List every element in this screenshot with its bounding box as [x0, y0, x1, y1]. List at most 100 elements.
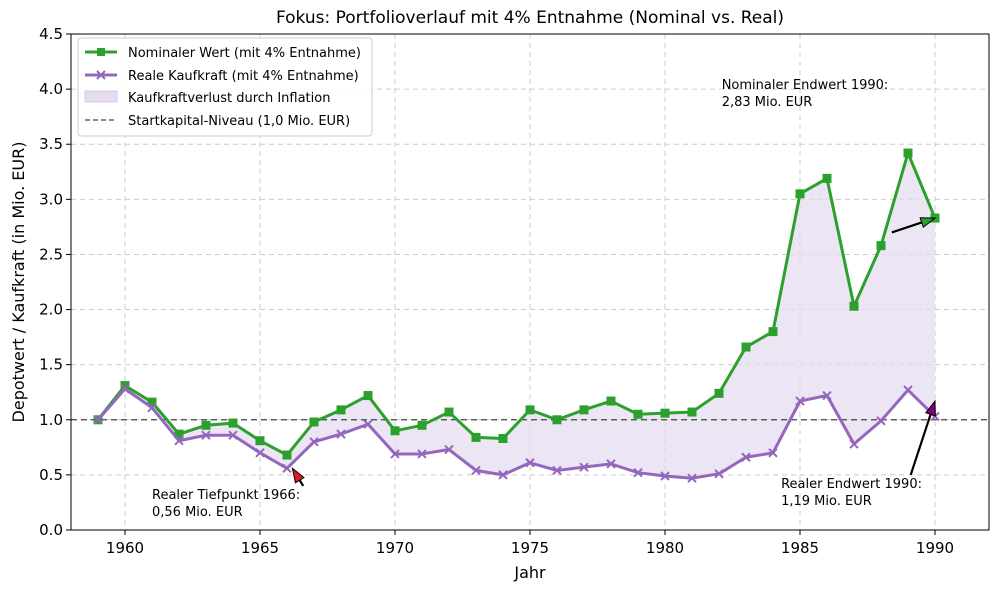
data-point-nominal	[120, 381, 130, 391]
y-axis-title: Depotwert / Kaufkraft (in Mio. EUR)	[9, 142, 28, 423]
legend: Nominaler Wert (mit 4% Entnahme) Reale K…	[77, 37, 373, 137]
inflation-loss-area	[98, 153, 935, 479]
annotation-text-2: Realer Tiefpunkt 1966:	[152, 488, 300, 503]
data-point-nominal	[336, 405, 346, 415]
annotation-arrow-head	[919, 217, 937, 229]
x-tick-label: 1990	[916, 539, 954, 557]
data-point-nominal	[444, 407, 454, 417]
data-point-nominal	[579, 405, 589, 415]
y-tick-label: 4.5	[39, 25, 63, 43]
data-point-real	[336, 429, 346, 439]
data-point-real	[687, 473, 697, 483]
annotation-text-2: 0,56 Mio. EUR	[152, 505, 243, 520]
data-point-nominal	[147, 397, 157, 407]
data-point-real	[822, 390, 832, 401]
x-axis-title: Jahr	[513, 563, 546, 582]
x-tick-label: 1960	[106, 539, 144, 557]
data-point-nominal	[876, 241, 886, 251]
y-tick-label: 3.5	[39, 135, 63, 153]
data-point-real	[174, 436, 184, 446]
data-point-real	[471, 465, 481, 476]
data-point-real	[444, 444, 454, 455]
annotation-text-0: 2,83 Mio. EUR	[722, 95, 813, 110]
data-point-nominal	[417, 420, 427, 430]
data-point-nominal	[660, 408, 670, 418]
data-point-real	[498, 470, 508, 480]
data-point-nominal	[822, 173, 832, 183]
x-tick-label: 1985	[781, 539, 819, 557]
annotation-arrow-shaft	[909, 413, 932, 476]
data-point-nominal	[714, 388, 724, 398]
y-tick-label: 2.5	[39, 245, 63, 263]
data-point-nominal	[390, 426, 400, 436]
data-point-nominal	[903, 148, 913, 158]
data-point-real	[228, 430, 238, 440]
data-point-real	[768, 448, 778, 458]
data-point-nominal	[471, 432, 481, 442]
fill-layer	[98, 153, 935, 479]
data-point-real	[849, 439, 859, 449]
legend-box	[77, 37, 373, 137]
legend-swatch-fill	[84, 90, 118, 103]
data-point-nominal	[309, 417, 319, 427]
data-point-nominal	[363, 391, 373, 401]
data-point-nominal	[687, 407, 697, 417]
data-point-nominal	[201, 420, 211, 430]
legend-label-nominal: Nominaler Wert (mit 4% Entnahme)	[128, 46, 361, 61]
x-tick-label: 1975	[511, 539, 549, 557]
annotation-arrow-head	[291, 467, 305, 484]
data-point-nominal	[741, 342, 751, 352]
data-point-nominal	[282, 450, 292, 460]
series-line-real	[96, 387, 937, 480]
annotation-arrow-shaft	[891, 221, 923, 234]
data-point-nominal	[849, 301, 859, 311]
legend-swatch-nominal-marker	[97, 48, 105, 56]
data-point-real	[525, 458, 535, 468]
data-point-real	[93, 415, 103, 425]
data-point-nominal	[525, 405, 535, 415]
data-point-real	[201, 430, 211, 440]
data-point-real	[714, 469, 724, 479]
data-point-real	[282, 463, 292, 473]
data-point-nominal	[498, 434, 508, 444]
y-tick-label: 0.5	[39, 466, 63, 484]
x-tick-label: 1980	[646, 539, 684, 557]
legend-label-reference: Startkapital-Niveau (1,0 Mio. EUR)	[128, 114, 350, 129]
data-point-real	[552, 465, 562, 476]
data-point-nominal	[795, 189, 805, 199]
y-tick-label: 1.0	[39, 411, 63, 429]
data-point-nominal	[255, 436, 265, 446]
legend-label-real: Reale Kaufkraft (mit 4% Entnahme)	[128, 69, 359, 84]
data-point-nominal	[228, 418, 238, 428]
annotation-text-0: Nominaler Endwert 1990:	[722, 78, 889, 93]
y-tick-label: 4.0	[39, 80, 63, 98]
legend-label-inflation-loss: Kaufkraftverlust durch Inflation	[128, 91, 330, 106]
annotation-arrow-head	[925, 399, 936, 417]
legend-item-inflation-loss: Kaufkraftverlust durch Inflation	[84, 90, 330, 106]
series-layer	[93, 148, 940, 483]
data-point-real	[390, 449, 400, 459]
y-tick-label: 0.0	[39, 521, 63, 539]
data-point-nominal	[633, 409, 643, 419]
data-point-nominal	[768, 327, 778, 337]
data-point-real	[795, 396, 805, 406]
data-point-real	[741, 452, 751, 462]
axis-ticks: 0.0 0.5 1.0 1.5 2.0 2.5 3.0 3.5 4.0 4.5 1960 1965 19…	[39, 25, 954, 557]
data-point-real	[309, 437, 319, 447]
data-point-real	[633, 467, 643, 478]
data-point-real	[660, 471, 670, 481]
annotation-text-1: Realer Endwert 1990:	[781, 477, 922, 492]
data-point-real	[606, 459, 616, 469]
y-tick-label: 3.0	[39, 190, 63, 208]
data-point-nominal	[174, 429, 184, 439]
data-point-real	[120, 384, 130, 394]
data-point-nominal	[552, 415, 562, 425]
x-tick-label: 1965	[241, 539, 279, 557]
data-point-real	[255, 448, 265, 458]
data-point-real	[903, 385, 913, 395]
data-point-nominal	[606, 396, 616, 406]
chart-title: Fokus: Portfolioverlauf mit 4% Entnahme …	[276, 8, 784, 28]
y-tick-label: 1.5	[39, 356, 63, 374]
data-point-real	[579, 462, 589, 472]
